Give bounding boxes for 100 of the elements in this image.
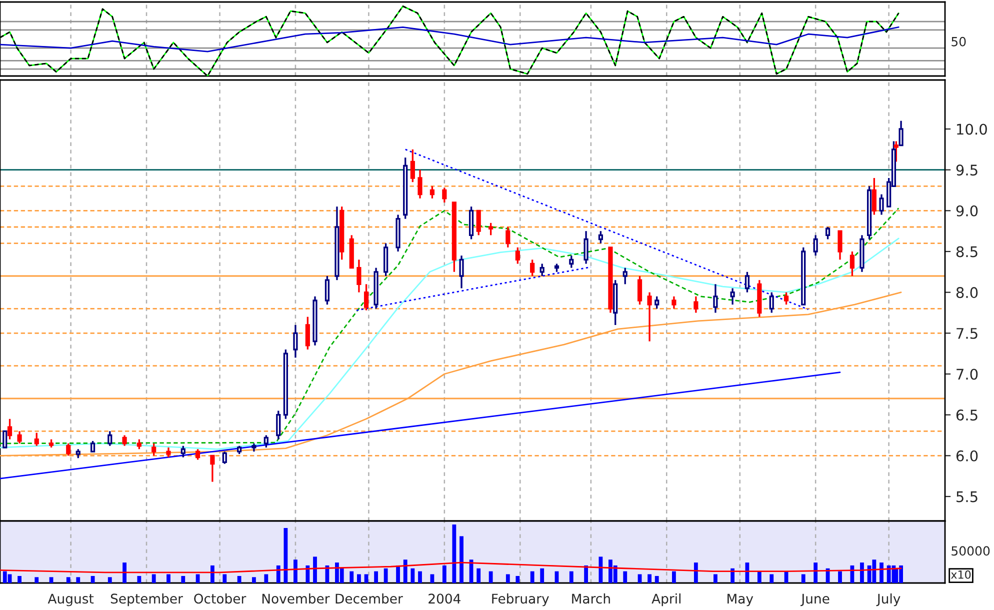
bar (506, 574, 510, 583)
candlestick (2, 430, 8, 448)
candlestick (152, 442, 156, 456)
y-tick-label: 8.0 (956, 287, 978, 298)
x-tick-label: June (800, 594, 830, 606)
candlestick (430, 185, 435, 200)
y-tick-label: 10.0 (957, 124, 987, 135)
bar (166, 574, 170, 583)
candlestick (108, 430, 112, 447)
bar (108, 577, 112, 583)
bar (276, 565, 280, 583)
text: 50 (952, 36, 966, 46)
bar (49, 577, 54, 583)
bar (252, 577, 256, 583)
candlestick (872, 177, 876, 216)
candlestick (459, 254, 464, 290)
candlestick (442, 186, 447, 204)
bar (264, 574, 268, 583)
candlestick (34, 432, 39, 447)
x-tick-label: April (652, 593, 680, 606)
bar (488, 571, 493, 583)
y-tick-label: 8.5 (956, 246, 978, 258)
x-tick-label: December (336, 593, 403, 604)
bar (460, 536, 464, 583)
bar (313, 556, 317, 583)
bar (122, 562, 126, 583)
x-tick-label: September (110, 593, 183, 606)
bar (196, 574, 200, 583)
bar (396, 565, 400, 583)
candlestick (584, 230, 588, 265)
candlestick (476, 210, 481, 236)
bar (569, 571, 574, 583)
bar (442, 565, 446, 583)
bar (152, 574, 156, 583)
x-tick-label: July (876, 593, 900, 606)
bar (770, 574, 774, 583)
bar (384, 568, 388, 583)
bar (694, 562, 698, 583)
bar (880, 562, 884, 583)
candlestick (569, 254, 574, 269)
bar (584, 565, 588, 583)
candlestick (264, 434, 268, 448)
bar (540, 568, 544, 583)
bar (350, 571, 354, 583)
bar (403, 560, 408, 583)
bar (860, 562, 864, 583)
candlestick (850, 250, 855, 277)
bar (516, 576, 520, 583)
bar (430, 574, 434, 583)
bar (452, 524, 456, 583)
x-tick-label: February (492, 593, 549, 606)
bar (294, 560, 298, 583)
candlestick (898, 120, 904, 146)
candlestick (647, 292, 652, 342)
bar (76, 577, 80, 583)
candlestick (488, 222, 494, 236)
bar (530, 571, 534, 583)
candlestick (654, 296, 660, 310)
bar (357, 574, 361, 583)
candlestick (784, 292, 789, 306)
bar (654, 576, 659, 583)
candlestick (210, 454, 215, 483)
candlestick (66, 442, 71, 456)
bar (137, 576, 142, 583)
candlestick (838, 230, 842, 260)
y-tick-label: 6.0 (956, 450, 978, 462)
candlestick (418, 169, 422, 200)
candlestick (622, 267, 628, 285)
bar (672, 571, 676, 583)
bar (623, 571, 628, 583)
candlestick (7, 418, 12, 440)
candlestick (894, 140, 898, 162)
candlestick (222, 450, 227, 465)
x-tick-label: May (728, 594, 754, 606)
candlestick (195, 448, 200, 461)
bar (838, 571, 842, 583)
candlestick (694, 296, 698, 314)
x-tick-label: October (194, 593, 246, 604)
candlestick (506, 226, 510, 248)
candlestick (136, 438, 142, 450)
candlestick (744, 271, 750, 294)
bar (730, 568, 735, 583)
bar (210, 565, 214, 583)
bar (364, 574, 368, 583)
candlestick (769, 292, 774, 314)
candlestick (90, 440, 96, 452)
bar (66, 577, 70, 583)
y-tick-label: 5.5 (956, 491, 978, 502)
candlestick (276, 410, 281, 440)
bar (306, 565, 310, 583)
bar (638, 574, 642, 583)
bar (801, 574, 806, 583)
candlestick (672, 296, 676, 310)
bar (757, 571, 762, 583)
bar (237, 576, 242, 583)
y-tick-label: 9.0 (956, 205, 978, 216)
bar (18, 576, 22, 583)
candlestick (540, 262, 544, 277)
candlestick (305, 316, 310, 350)
candlestick (122, 434, 127, 447)
